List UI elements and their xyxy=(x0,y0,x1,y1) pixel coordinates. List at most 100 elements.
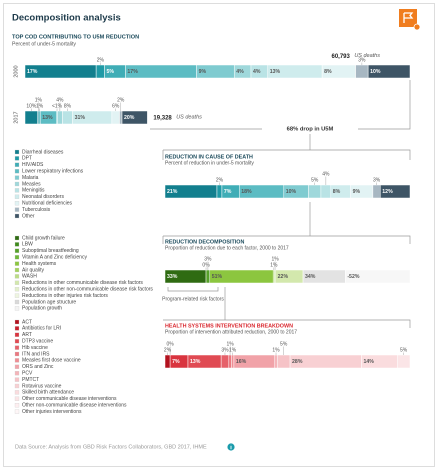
bar-segment xyxy=(355,64,369,79)
legend-label: Rotavirus vaccine xyxy=(22,383,62,389)
legend-swatch xyxy=(14,383,20,389)
segment-label: 33% xyxy=(167,274,178,280)
connectors xyxy=(150,80,411,328)
legend-swatch xyxy=(14,201,20,206)
segment-label: 10% xyxy=(26,103,37,109)
legend-label: ORS and Zinc xyxy=(22,364,54,370)
bar-segment xyxy=(308,184,322,199)
segment-label: 1% xyxy=(272,347,280,353)
flag-badge xyxy=(413,23,421,31)
segment-label: 1% xyxy=(270,262,278,268)
segment-label: 1% xyxy=(271,256,279,262)
connector xyxy=(163,149,411,160)
legend-swatch xyxy=(14,377,20,382)
segment-label: 31% xyxy=(75,115,86,121)
legend-label: Other communicable disease interventions xyxy=(22,396,117,402)
legend-label: Population age structure xyxy=(22,299,76,305)
info-button[interactable] xyxy=(227,443,235,451)
segment-label: 0% xyxy=(202,262,210,268)
legend-swatch xyxy=(14,299,20,305)
legend-label: Air quality xyxy=(22,267,44,273)
segment-label: 2% xyxy=(216,177,224,183)
legend-label: Meningitis xyxy=(22,188,45,194)
legend-label: Reductions in other communicable disease… xyxy=(22,280,143,286)
legend-swatch xyxy=(14,261,20,266)
section-subtitle: Percent of under-5 mortality xyxy=(12,41,76,47)
deaths-label: 60,793 US deaths xyxy=(332,47,381,64)
bar-segment xyxy=(228,354,232,369)
footer: Data Source: Analysis from GBD Risk Fact… xyxy=(15,444,207,450)
bar-segment xyxy=(111,110,120,125)
legend-swatch xyxy=(14,358,20,363)
drop-bracket xyxy=(150,80,411,130)
legend-swatch xyxy=(14,339,20,344)
bar-segment xyxy=(277,354,291,369)
legend-swatch xyxy=(14,287,20,292)
legend-label: DTP3 vaccine xyxy=(22,339,53,345)
legend-swatch xyxy=(14,242,20,247)
panel-subtitle: Percent of reduction in under-5 mortalit… xyxy=(165,160,254,166)
legend-label: Other injuries interventions xyxy=(22,409,82,415)
segment-label: 5% xyxy=(311,177,319,183)
segment-label: 8% xyxy=(333,189,341,195)
bar-segment xyxy=(164,354,171,369)
segment-label: 4% xyxy=(236,69,244,75)
bar-segment xyxy=(205,269,211,284)
flag-button[interactable] xyxy=(399,9,421,31)
segment-label: 18% xyxy=(241,189,252,195)
legend-swatch xyxy=(14,181,20,187)
legend-swatch xyxy=(14,194,20,199)
deaths-value: 60,793 xyxy=(332,54,351,60)
legend-label: Other non-communicable disease intervent… xyxy=(22,403,127,409)
legend-label: ITN and IRS xyxy=(22,351,50,357)
legend-swatch xyxy=(14,274,20,279)
segment-label: 5% xyxy=(107,69,115,75)
legend-label: Population growth xyxy=(22,306,62,312)
legend-swatch xyxy=(14,332,20,337)
panel-title: HEALTH SYSTEMS INTERVENTION BREAKDOWN xyxy=(165,323,293,329)
legend-label: Suboptimal breastfeeding xyxy=(22,248,79,254)
legend-swatch xyxy=(14,162,20,167)
segment-label: 0% xyxy=(166,341,174,347)
legend-swatch xyxy=(14,235,20,241)
legend-label: WASH xyxy=(22,274,37,280)
segment-label: 17% xyxy=(27,69,38,75)
legend-label: Reductions in other injuries risk factor… xyxy=(22,293,108,299)
panel-subtitle: Proportion of reduction due to each fact… xyxy=(165,245,289,251)
legend-label: Antibiotics for LRI xyxy=(22,326,61,332)
bar-segment xyxy=(62,110,73,125)
connector xyxy=(163,235,411,244)
bar-segment xyxy=(57,110,63,125)
bar-segment xyxy=(372,184,381,199)
annotation-bracket xyxy=(167,287,219,292)
legend-swatch xyxy=(14,409,20,414)
legend-swatch xyxy=(14,345,20,350)
legend-label: Diarrheal diseases xyxy=(22,149,64,155)
segment-label: 51% xyxy=(212,274,223,280)
bar-segment xyxy=(380,184,411,199)
segment-label: 13% xyxy=(270,69,281,75)
section-title: TOP COD CONTRIBUTING TO U5M REDUCTION xyxy=(12,34,139,40)
deaths-value: 19,328 xyxy=(153,115,172,121)
deaths-unit: US deaths xyxy=(176,115,202,121)
bar-segment xyxy=(345,269,411,284)
segment-label: 12% xyxy=(382,189,393,195)
segment-label: 7% xyxy=(172,359,180,365)
bar-segment xyxy=(396,354,411,369)
legend-label: Neonatal disorders xyxy=(22,194,64,200)
bar-segment xyxy=(216,184,223,199)
segment-label: 22% xyxy=(278,274,289,280)
legend-swatch xyxy=(14,319,20,325)
legend-label: Health systems xyxy=(22,261,57,267)
segment-label: 13% xyxy=(42,115,53,121)
legend-swatch xyxy=(14,396,20,401)
legend-label: PMTCT xyxy=(22,377,39,383)
panel-title: REDUCTION DECOMPOSITION xyxy=(165,239,244,245)
legend-label: Measles first dose vaccine xyxy=(22,358,81,364)
segment-label: 9% xyxy=(353,189,361,195)
panel-title: REDUCTION IN CAUSE OF DEATH xyxy=(165,154,253,160)
legend-swatch xyxy=(14,351,20,357)
bar-segment xyxy=(95,64,105,79)
segment-label: 16% xyxy=(236,359,247,365)
